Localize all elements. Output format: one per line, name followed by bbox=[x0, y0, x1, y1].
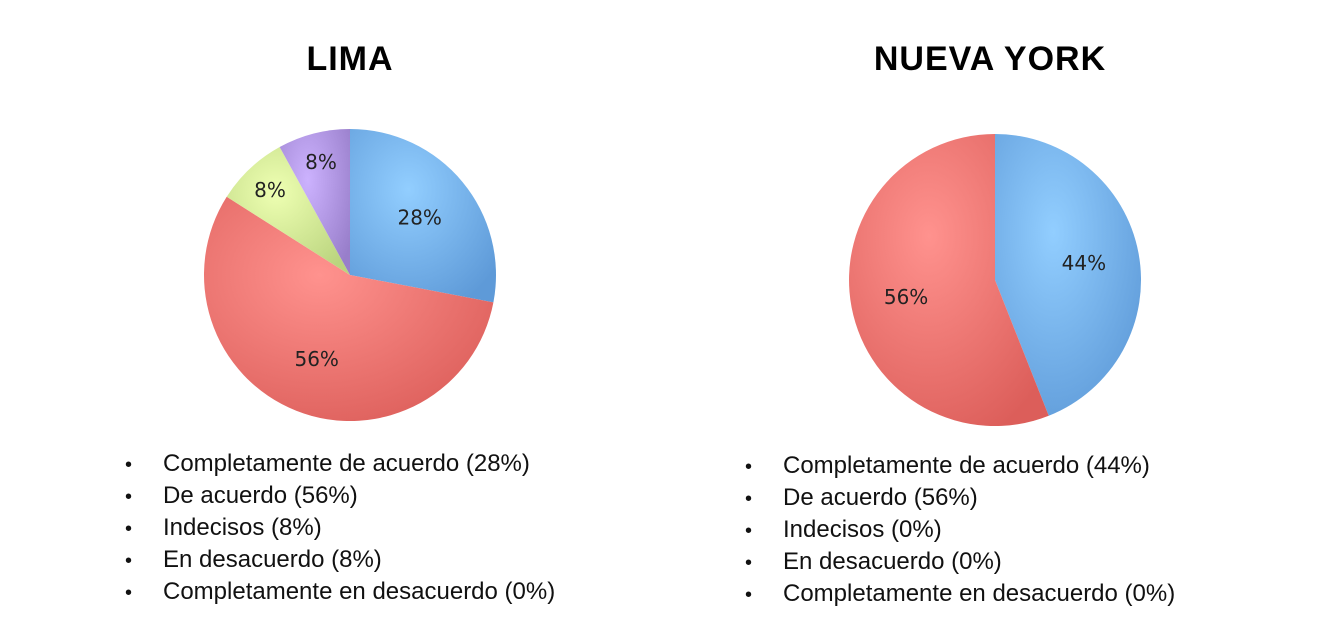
bullet-icon: • bbox=[745, 520, 753, 542]
lima-chart-title: LIMA bbox=[306, 40, 394, 78]
legend-item: • Completamente de acuerdo (28%) bbox=[125, 448, 555, 480]
legend-item: • En desacuerdo (8%) bbox=[125, 544, 555, 576]
bullet-icon: • bbox=[745, 488, 753, 510]
bullet-icon: • bbox=[745, 552, 753, 574]
slice-en-desacuerdo bbox=[279, 129, 350, 275]
legend-item-text: En desacuerdo (8%) bbox=[163, 546, 382, 573]
legend-item: • Completamente en desacuerdo (0%) bbox=[125, 576, 555, 608]
slice-data-label: 28% bbox=[397, 205, 441, 229]
legend-item-text: De acuerdo (56%) bbox=[163, 482, 358, 509]
nueva-york-chart-title: NUEVA YORK bbox=[873, 40, 1107, 78]
lima-legend-list: • Completamente de acuerdo (28%) • De acue… bbox=[125, 448, 555, 608]
legend-item-text: Indecisos (8%) bbox=[163, 514, 322, 541]
slice-data-label: 8% bbox=[254, 178, 286, 202]
slice-data-label: 56% bbox=[884, 285, 928, 309]
bullet-icon: • bbox=[125, 582, 133, 604]
legend-item: • Completamente de acuerdo (44%) bbox=[745, 450, 1175, 482]
bullet-icon: • bbox=[745, 456, 753, 478]
legend-item: • Indecisos (0%) bbox=[745, 514, 1175, 546]
legend-item: • De acuerdo (56%) bbox=[745, 482, 1175, 514]
legend-item-text: De acuerdo (56%) bbox=[783, 484, 978, 511]
bullet-icon: • bbox=[125, 486, 133, 508]
legend-item-text: Indecisos (0%) bbox=[783, 516, 942, 543]
legend-item: • Indecisos (8%) bbox=[125, 512, 555, 544]
legend-item-text: Completamente en desacuerdo (0%) bbox=[783, 580, 1176, 607]
legend-item-text: En desacuerdo (0%) bbox=[783, 548, 1002, 575]
slice-data-label: 56% bbox=[294, 347, 338, 371]
legend-item: • Completamente en desacuerdo (0%) bbox=[745, 578, 1175, 610]
legend-item: • En desacuerdo (0%) bbox=[745, 546, 1175, 578]
slice-data-label: 44% bbox=[1062, 251, 1106, 275]
slice-de-acuerdo bbox=[849, 134, 1049, 426]
lima-pie-chart: 28% 56% 8% 8% bbox=[203, 129, 496, 422]
slice-indecisos bbox=[226, 147, 350, 275]
legend-item: • De acuerdo (56%) bbox=[125, 480, 555, 512]
legend-item-text: Completamente de acuerdo (28%) bbox=[163, 450, 530, 477]
legend-item-text: Completamente de acuerdo (44%) bbox=[783, 452, 1150, 479]
bullet-icon: • bbox=[125, 518, 133, 540]
nueva-york-legend-list: • Completamente de acuerdo (44%) • De acue… bbox=[745, 450, 1175, 610]
slice-completamente-de-acuerdo bbox=[350, 129, 496, 303]
bullet-icon: • bbox=[125, 550, 133, 572]
nueva-york-pie-chart: 44% 56% bbox=[849, 134, 1142, 426]
slice-completamente-de-acuerdo bbox=[995, 134, 1142, 416]
slice-data-label: 8% bbox=[305, 150, 337, 174]
bullet-icon: • bbox=[745, 584, 753, 606]
slice-de-acuerdo bbox=[203, 196, 494, 422]
legend-item-text: Completamente en desacuerdo (0%) bbox=[163, 578, 556, 605]
bullet-icon: • bbox=[125, 454, 133, 476]
